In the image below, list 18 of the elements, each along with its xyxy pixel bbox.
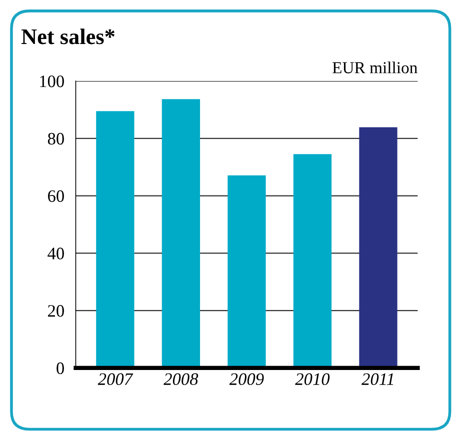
bar [228, 175, 266, 368]
x-tick-label: 2011 [362, 373, 394, 385]
x-tick-label: 2007 [98, 373, 134, 385]
y-tick-label: 80 [48, 132, 64, 145]
bar [162, 99, 200, 368]
x-tick-label: 2009 [229, 373, 264, 385]
y-tick-label: 40 [48, 248, 64, 260]
bar [293, 154, 332, 368]
bar [96, 111, 134, 368]
y-tick-label: 0 [56, 362, 64, 374]
y-tick-label: 100 [40, 76, 64, 88]
bar [359, 127, 398, 368]
y-tick-label: 60 [48, 190, 64, 202]
x-tick-label: 2010 [295, 373, 330, 385]
chart-title: Net sales* [21, 28, 115, 44]
x-tick-label: 2008 [164, 373, 198, 385]
y-tick-label: 20 [48, 305, 64, 317]
y-axis-title: EUR million [332, 62, 418, 74]
